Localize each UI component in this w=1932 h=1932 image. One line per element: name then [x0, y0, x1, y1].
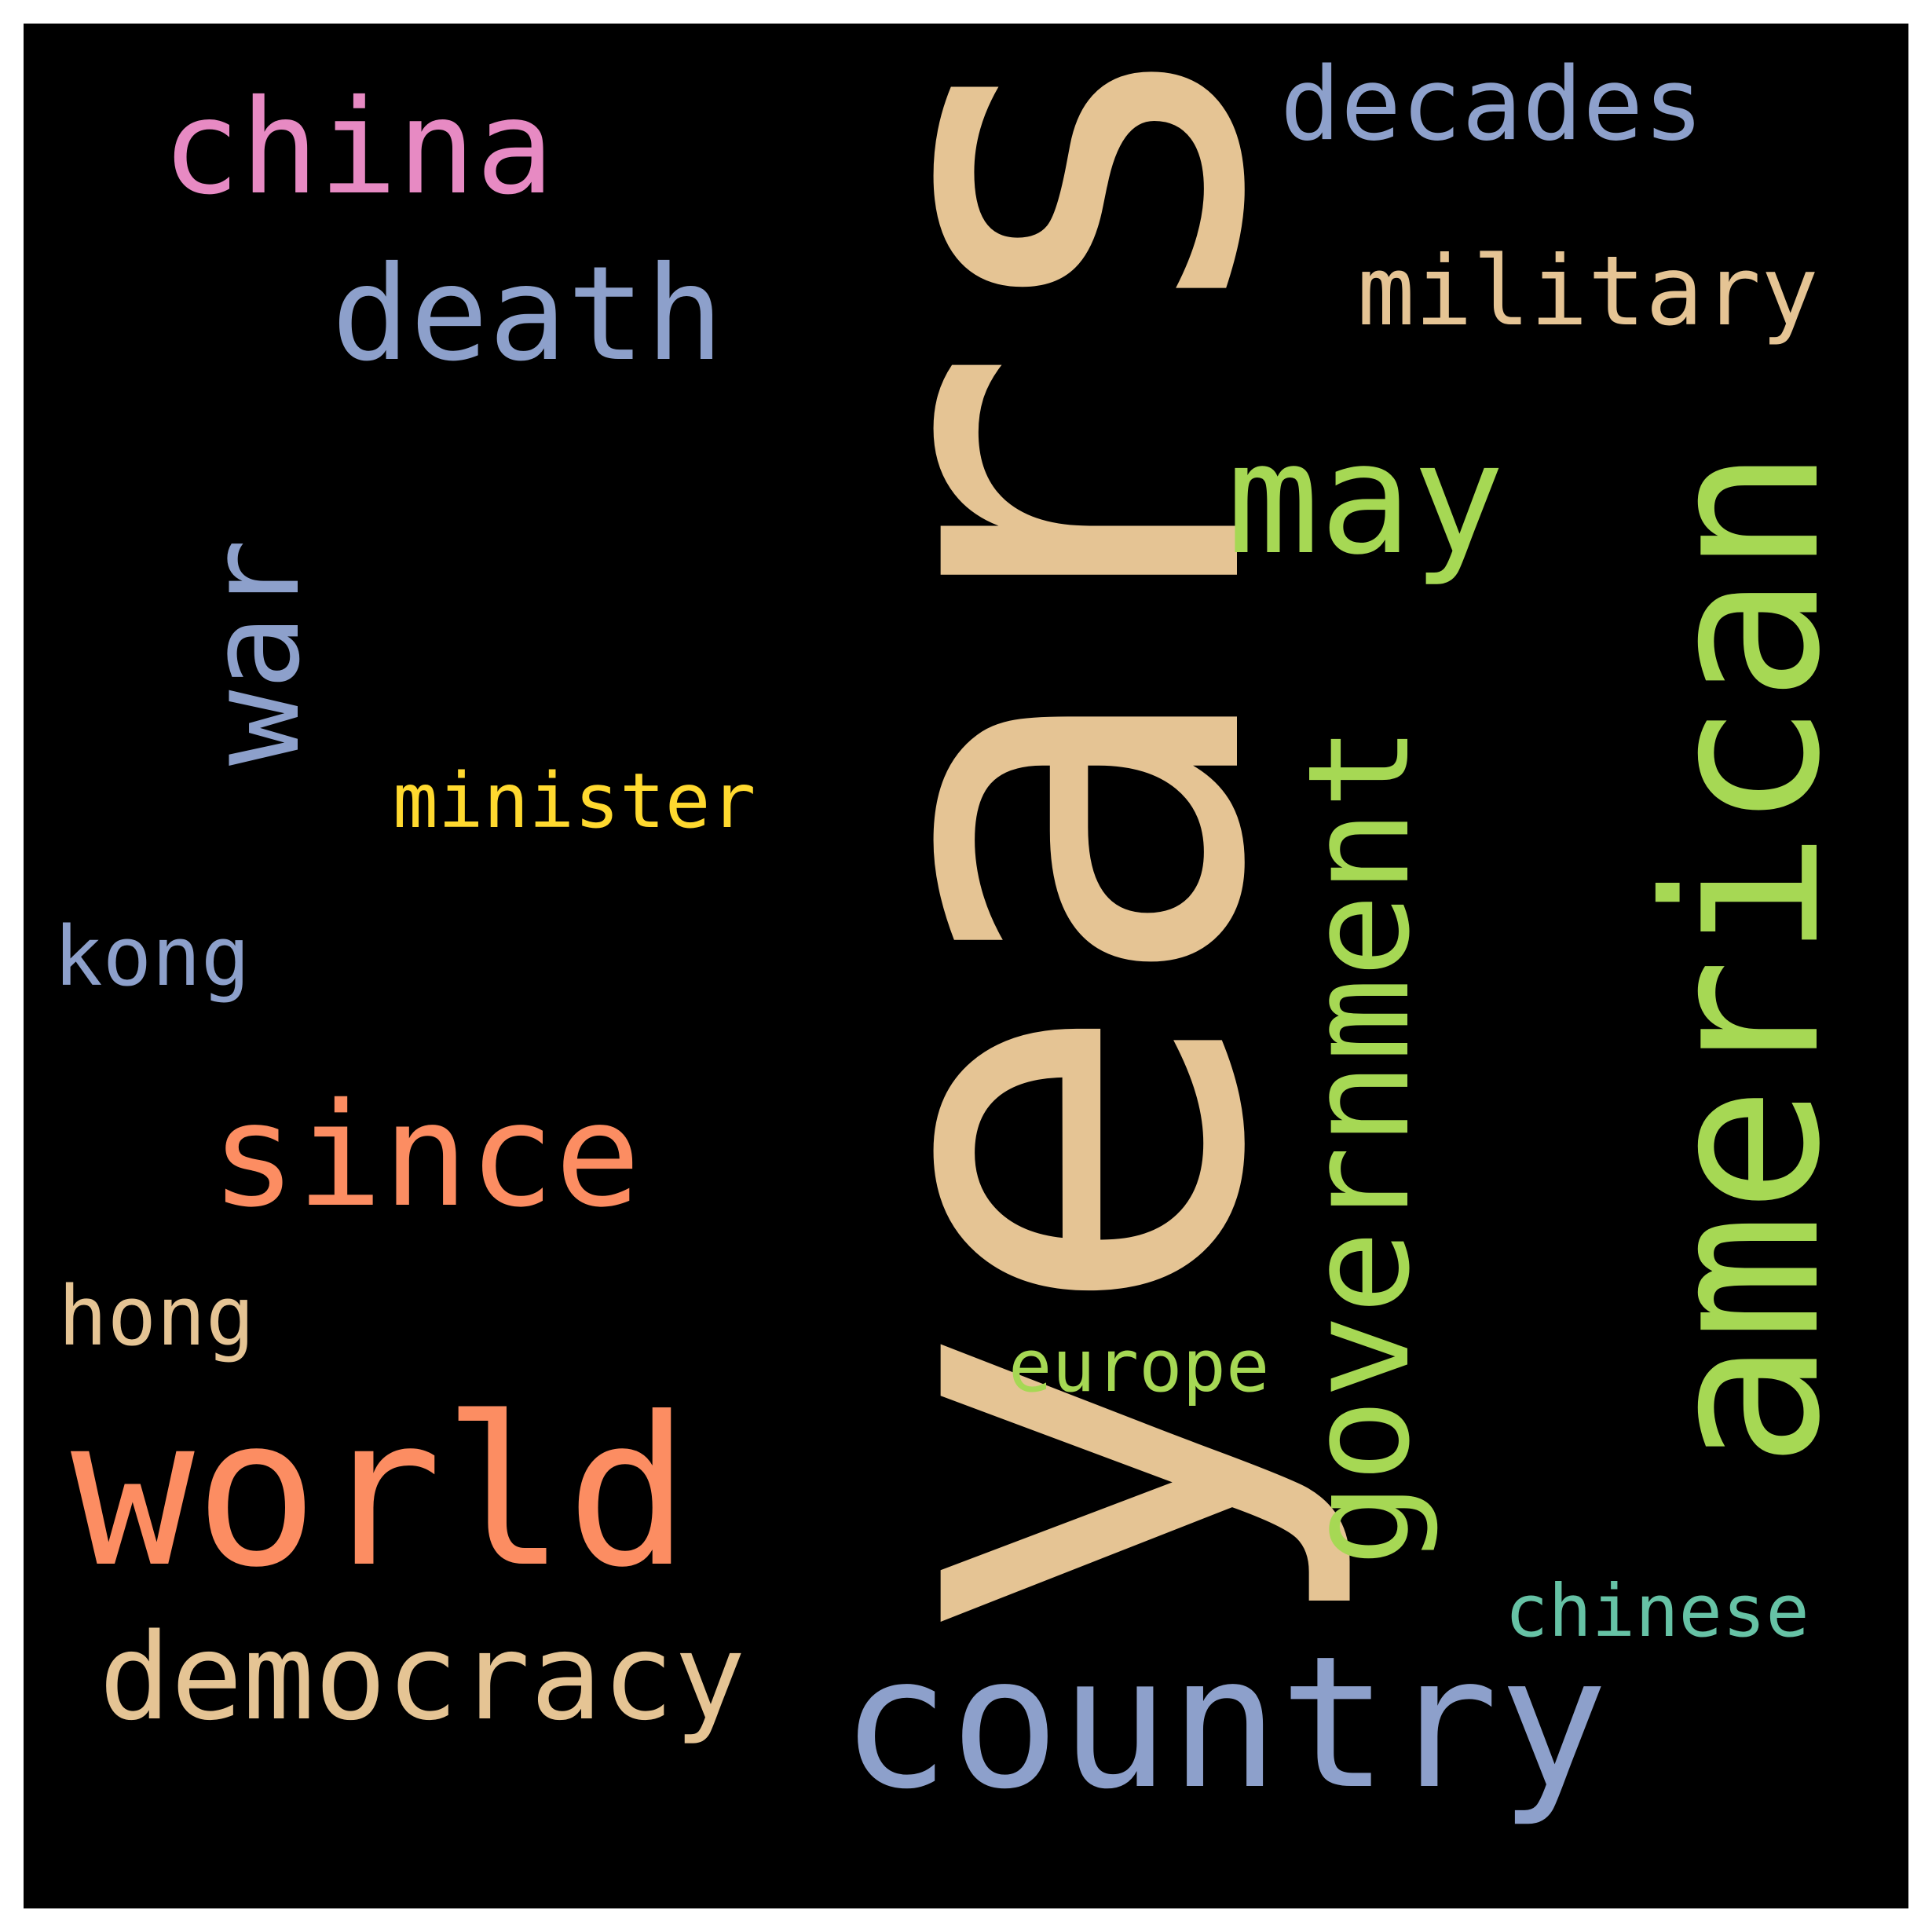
word-death: death — [331, 239, 724, 390]
word-country: country — [840, 1617, 1608, 1829]
word-war: war — [181, 539, 327, 766]
word-decades: decades — [1280, 46, 1704, 163]
word-hong: hong — [58, 1268, 255, 1364]
word-democracy: democracy — [99, 1608, 746, 1747]
word-government: government — [1278, 725, 1440, 1567]
word-kong: kong — [53, 909, 251, 1004]
word-since: since — [210, 1072, 641, 1239]
word-may: may — [1227, 410, 1506, 589]
word-american: american — [1619, 447, 1867, 1469]
word-china: china — [162, 72, 554, 224]
word-world: world — [71, 1373, 690, 1612]
word-minister: minister — [393, 757, 756, 845]
word-chinese: chinese — [1505, 1569, 1809, 1653]
word-europe: europe — [1008, 1324, 1270, 1408]
word-cloud-canvas: years american government war china deca… — [24, 24, 1908, 1908]
word-military: military — [1357, 236, 1819, 347]
